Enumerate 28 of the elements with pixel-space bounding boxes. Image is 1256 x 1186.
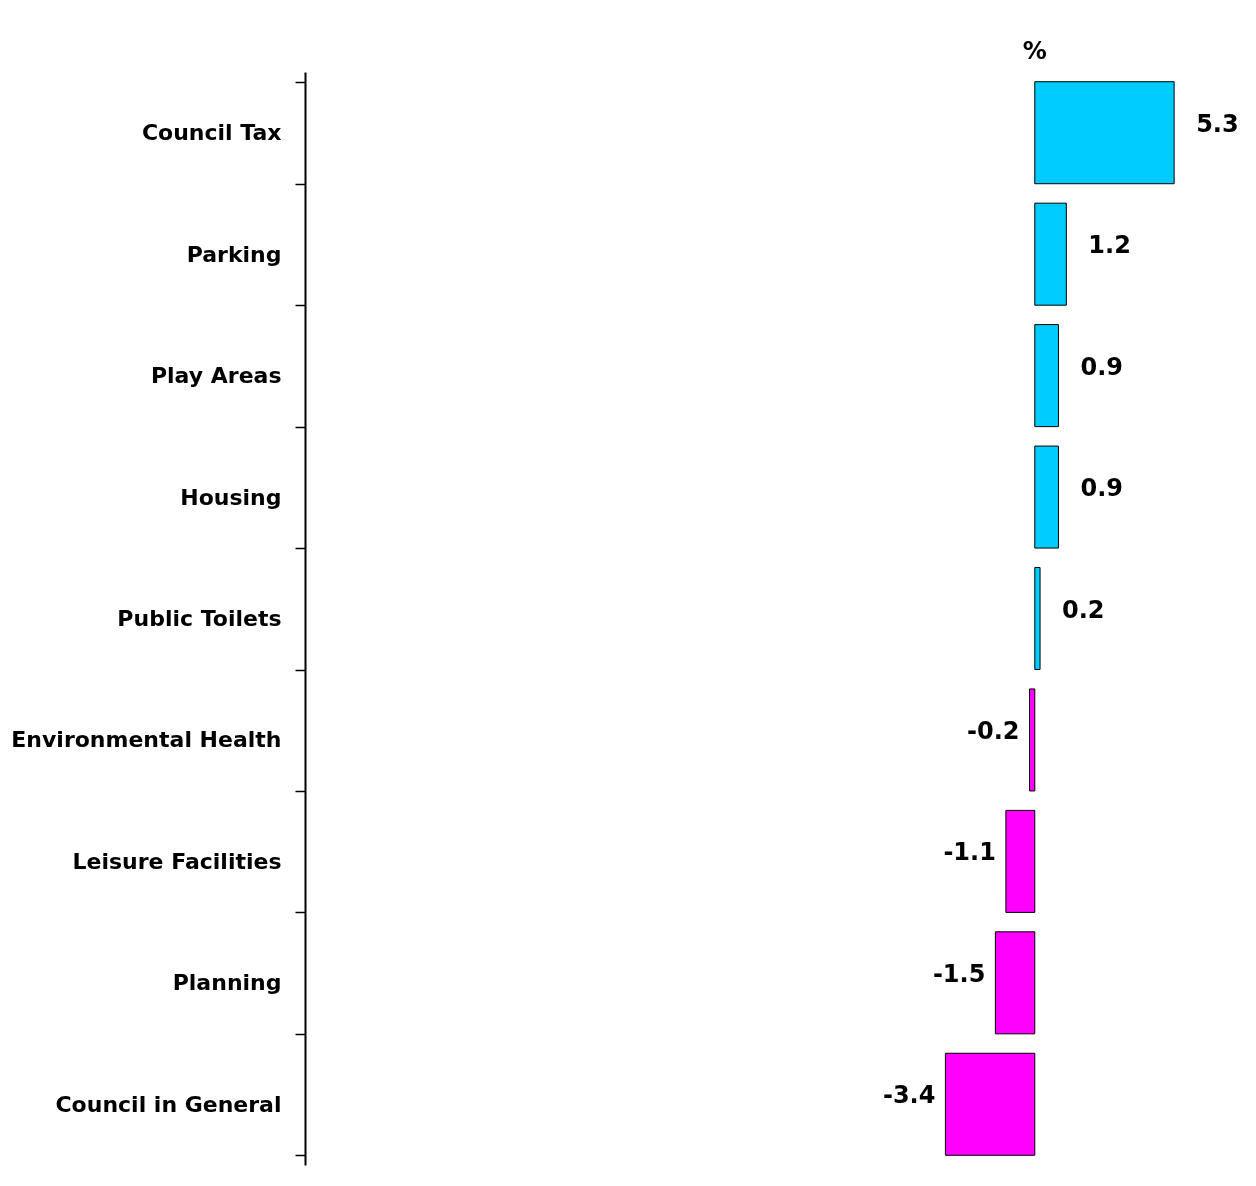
bar <box>944 1052 1036 1156</box>
y-tick-label: Play Areas <box>150 363 282 389</box>
bar <box>994 931 1036 1035</box>
data-label: -3.4 <box>882 1081 936 1110</box>
data-label: 5.3 <box>1196 109 1239 138</box>
data-label: -0.2 <box>967 716 1020 745</box>
data-label: 0.9 <box>1080 352 1123 381</box>
chart-title: % <box>1022 37 1047 65</box>
y-tick-label: Parking <box>186 241 282 267</box>
bar <box>1005 809 1036 913</box>
y-tick-label: Planning <box>172 970 282 996</box>
bar <box>1034 202 1067 306</box>
data-label: 0.2 <box>1062 595 1105 624</box>
data-label: 0.9 <box>1080 474 1123 503</box>
y-tick-label: Public Toilets <box>117 606 282 631</box>
y-tick-label: Council Tax <box>141 120 282 146</box>
bar <box>1034 566 1041 671</box>
y-tick-label: Leisure Facilities <box>72 848 282 874</box>
data-label: -1.5 <box>932 959 986 988</box>
bar <box>1034 445 1059 549</box>
y-tick-label: Council in General <box>55 1091 282 1117</box>
bar <box>1034 324 1059 428</box>
bar <box>1029 688 1036 792</box>
data-label: -1.1 <box>943 838 996 867</box>
y-tick-label: Environmental Health <box>11 727 282 753</box>
bar <box>1034 81 1175 185</box>
data-label: 1.2 <box>1088 231 1131 260</box>
y-tick-label: Housing <box>180 484 282 510</box>
